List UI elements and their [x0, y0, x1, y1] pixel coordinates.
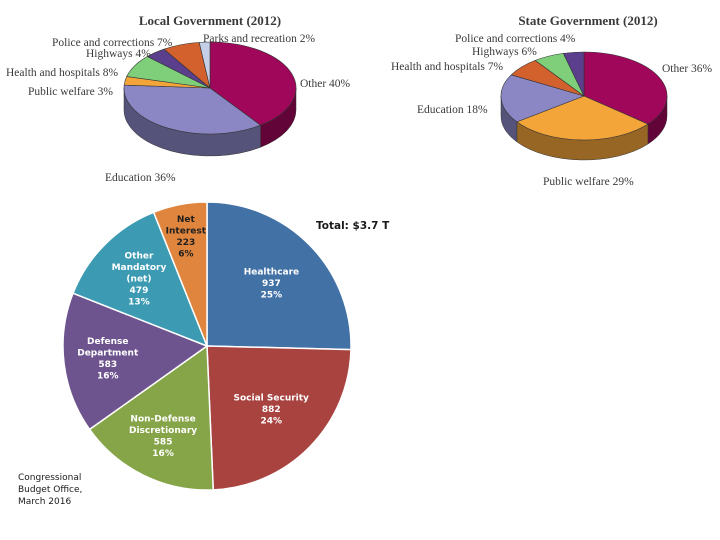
- slice-label-non-defense-discretionary: Non-Defense Discretionary 585 16%: [129, 415, 197, 460]
- source-note: Congressional Budget Office, March 2016: [18, 473, 83, 507]
- slice-label-education: Education 18%: [417, 104, 488, 116]
- slice-label-healthcare: Healthcare 937 25%: [244, 268, 299, 301]
- slice-label-health-and-hospitals: Health and hospitals 7%: [391, 61, 504, 73]
- pie-slice-education: [500, 74, 585, 123]
- chart-title: Total: $3.7 T: [316, 220, 390, 232]
- slice-label-other: Other 40%: [300, 78, 351, 90]
- pie-slice-social-security: [206, 345, 352, 491]
- slice-label-social-security: Social Security 882 24%: [234, 394, 310, 427]
- local-government-pie: Local Government (2012) Other 40% Educatio…: [6, 13, 351, 184]
- pie-slice-parks-and-recreation: [198, 41, 211, 89]
- slice-label-education: Education 36%: [105, 172, 176, 184]
- pie-slice-net-interest: [152, 201, 208, 347]
- pie-slice-education: [123, 84, 261, 135]
- pie-slice-public-welfare: [516, 95, 649, 141]
- slice-label-defense-department: Defense Department 583 16%: [77, 337, 139, 382]
- slice-label-public-welfare: Public welfare 29%: [543, 176, 634, 188]
- slice-label-parks-and-recreation: Parks and recreation 2%: [203, 33, 316, 45]
- slice-label-health-and-hospitals: Health and hospitals 8%: [6, 67, 119, 79]
- slice-label-highways: Highways 6%: [472, 46, 537, 58]
- chart-title: State Government (2012): [518, 13, 657, 28]
- federal-spending-pie: Healthcare 937 25% Social Security 882 24% Non…: [62, 201, 390, 491]
- pie-slice-other-mandatory-net: [72, 211, 209, 348]
- slice-label-public-welfare: Public welfare 3%: [28, 86, 113, 98]
- pie-slice-healthcare: [206, 201, 352, 351]
- pie-slice-non-defense-discretionary: [88, 344, 215, 491]
- slice-label-police-and-corrections: Police and corrections 7%: [52, 37, 173, 49]
- slice-label-other: Other 36%: [662, 63, 713, 75]
- pie-slice-other: [583, 51, 668, 125]
- slice-label-highways: Highways 4%: [86, 48, 151, 60]
- slice-label-other-mandatory-net: Other Mandatory (net) 479 13%: [112, 251, 167, 307]
- slice-label-net-interest: Net Interest 223 6%: [166, 215, 207, 260]
- slice-label-police-and-corrections: Police and corrections 4%: [455, 33, 576, 45]
- pie-slice-police-and-corrections: [563, 51, 585, 97]
- chart-title: Local Government (2012): [139, 13, 281, 28]
- pie-slice-defense-department: [62, 292, 209, 431]
- state-government-pie: State Government (2012) Other 36% Public w…: [391, 13, 713, 188]
- pie-slice-other: [209, 41, 297, 126]
